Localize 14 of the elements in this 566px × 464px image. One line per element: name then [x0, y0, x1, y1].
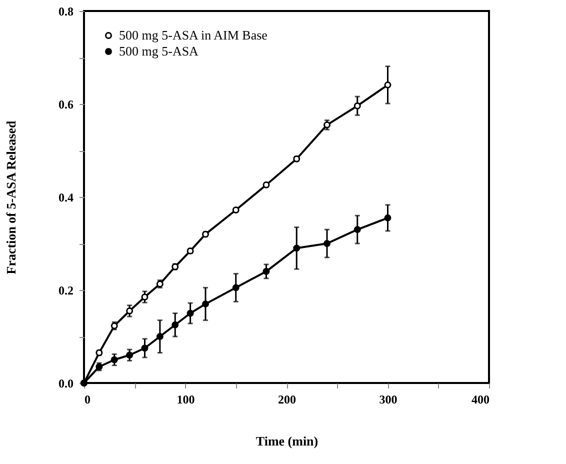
x-tick-label: 0: [84, 392, 90, 406]
y-tick-label: 0.4: [58, 190, 74, 204]
y-tick-label: 0.6: [58, 98, 74, 112]
legend-label: 500 mg 5-ASA in AIM Base: [119, 28, 268, 42]
y-axis-title: Fraction of 5-ASA Released: [4, 120, 18, 274]
legend-label: 500 mg 5-ASA: [119, 44, 200, 58]
y-tick-label: 0.8: [58, 4, 74, 18]
x-tick-label: 400: [472, 392, 490, 406]
y-tick-label: 0.0: [58, 376, 74, 390]
x-tick-label: 100: [176, 392, 195, 406]
x-tick-label: 300: [379, 392, 398, 406]
x-axis-title: Time (min): [256, 434, 318, 448]
x-tick-label: 200: [278, 392, 296, 406]
y-tick-label: 0.2: [58, 284, 74, 298]
